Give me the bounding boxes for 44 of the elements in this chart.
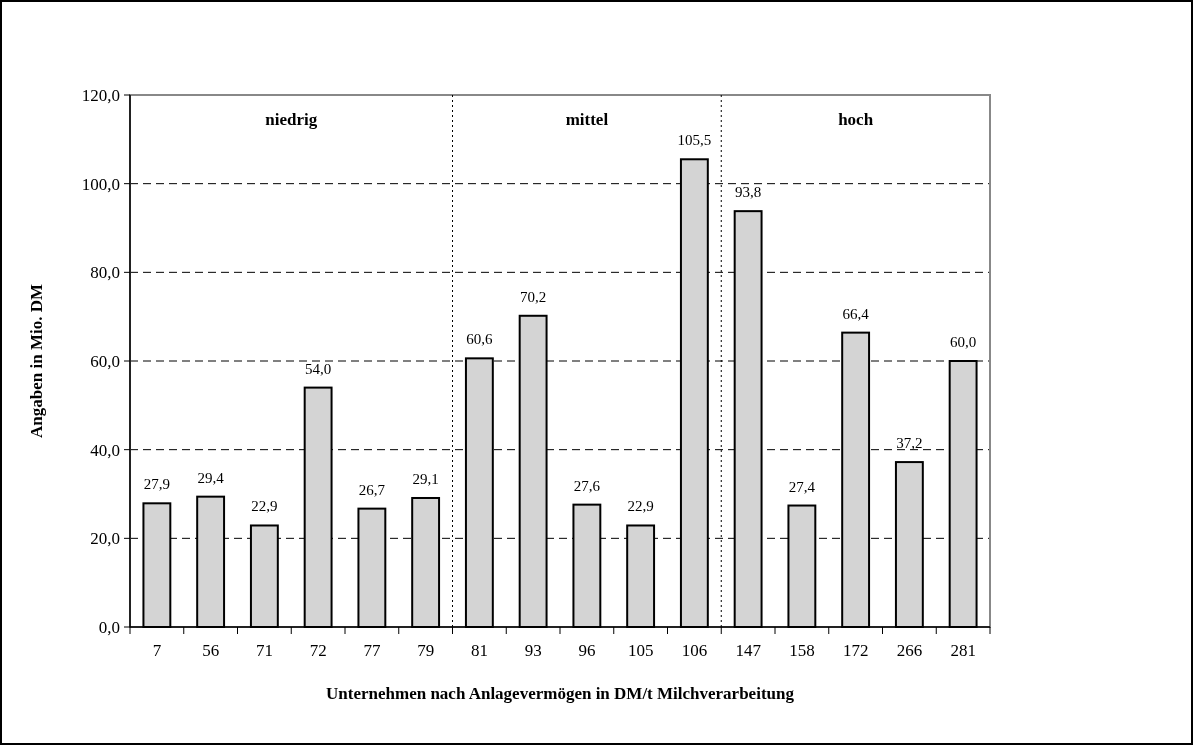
x-tick-label: 96 (578, 641, 596, 660)
y-tick-label: 60,0 (90, 351, 120, 371)
data-label: 60,0 (950, 334, 977, 350)
x-tick-label: 158 (789, 641, 815, 660)
x-tick-label: 77 (363, 641, 381, 660)
x-tick-label: 105 (627, 641, 654, 660)
data-label: 22,9 (251, 498, 278, 515)
data-label: 29,1 (412, 470, 439, 487)
data-label: 70,2 (520, 288, 547, 305)
y-tick-label: 20,0 (90, 529, 120, 549)
data-label: 27,9 (143, 476, 170, 493)
data-label: 29,4 (197, 469, 225, 486)
y-tick-label: 120,0 (81, 85, 120, 105)
x-tick-label: 106 (681, 641, 708, 660)
data-label: 66,4 (842, 305, 870, 322)
x-tick-label: 79 (417, 641, 435, 660)
data-label: 26,7 (358, 481, 386, 498)
x-tick-label: 147 (735, 641, 762, 660)
data-label: 27,4 (788, 478, 816, 495)
y-tick-label: 80,0 (90, 263, 120, 283)
x-tick-label: 71 (255, 641, 273, 660)
x-tick-label: 81 (470, 641, 488, 660)
x-tick-label: 72 (309, 641, 327, 660)
data-label: 60,6 (466, 331, 493, 348)
data-label: 37,2 (896, 435, 923, 452)
x-tick-label: 281 (950, 641, 976, 660)
x-axis-title: Unternehmen nach Anlagevermögen in DM/t Milchverarbeitung (326, 684, 795, 703)
data-label: 27,6 (573, 477, 601, 494)
y-axis-title: Angaben in Mio. DM (27, 284, 46, 438)
x-tick-label: 266 (896, 641, 923, 660)
y-tick-label: 40,0 (90, 440, 120, 460)
data-label: 93,8 (735, 184, 762, 201)
annotation: niedrig (265, 110, 318, 129)
data-label: 22,9 (627, 498, 654, 515)
y-tick-label: 0,0 (98, 617, 120, 637)
annotation: mittel (565, 110, 609, 129)
x-tick-label: 56 (202, 641, 220, 660)
y-tick-label: 100,0 (81, 174, 120, 194)
data-label: 54,0 (305, 360, 332, 377)
data-label: 105,5 (677, 132, 712, 149)
x-tick-label: 7 (152, 641, 162, 660)
x-tick-label: 93 (524, 641, 542, 660)
annotation: hoch (838, 110, 874, 129)
x-tick-label: 172 (842, 641, 869, 660)
